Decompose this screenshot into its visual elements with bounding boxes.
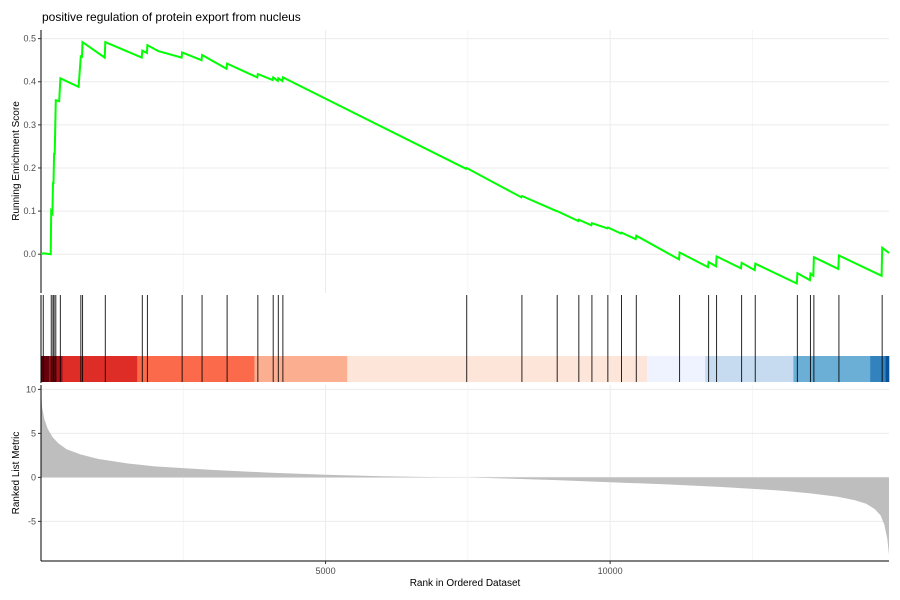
y-tick-label: 5 bbox=[31, 428, 36, 438]
ranked-metric-y-axis-title: Ranked List Metric bbox=[11, 432, 22, 515]
ranked-metric-x-ticks: 5000 10000 bbox=[316, 561, 623, 576]
heatmap-segment bbox=[254, 356, 348, 382]
heatmap-segment bbox=[137, 356, 255, 382]
y-tick-label: 0.4 bbox=[23, 77, 36, 87]
ranked-metric-panel: -5 0 5 10 5000 10000 Rank in Ordered Dataset… bbox=[11, 384, 889, 589]
heatmap-segment bbox=[870, 356, 886, 382]
running-enrichment-line bbox=[40, 40, 890, 286]
rank-heatmap-bar bbox=[41, 356, 890, 382]
y-tick-label: 0.2 bbox=[23, 163, 36, 173]
x-tick-label: 5000 bbox=[316, 566, 336, 576]
heatmap-segment bbox=[41, 356, 50, 382]
gene-hits-panel bbox=[40, 295, 890, 383]
chart-title: positive regulation of protein export fr… bbox=[42, 10, 301, 24]
x-axis-title: Rank in Ordered Dataset bbox=[410, 578, 521, 589]
ranked-metric-area bbox=[41, 389, 889, 555]
gene-hit-marks bbox=[40, 295, 883, 382]
heatmap-segment bbox=[347, 356, 648, 382]
heatmap-segment bbox=[793, 356, 871, 382]
y-tick-label: 0 bbox=[31, 472, 36, 482]
x-tick-label: 10000 bbox=[598, 566, 623, 576]
enrichment-y-ticks: 0.0 0.1 0.2 0.3 0.4 0.5 bbox=[23, 34, 41, 259]
heatmap-segment bbox=[705, 356, 794, 382]
y-tick-label: 0.1 bbox=[23, 206, 36, 216]
ranked-metric-y-ticks: -5 0 5 10 bbox=[26, 384, 41, 526]
y-tick-label: 0.3 bbox=[23, 120, 36, 130]
y-tick-label: 0.5 bbox=[23, 34, 36, 44]
enrichment-y-axis-title: Running Enrichment Score bbox=[11, 101, 22, 221]
enrichment-gridlines bbox=[41, 30, 889, 293]
heatmap-segment bbox=[647, 356, 706, 382]
heatmap-segment bbox=[62, 356, 138, 382]
enrichment-score-panel: 0.0 0.1 0.2 0.3 0.4 0.5 Running Enrichment Sc… bbox=[11, 30, 890, 293]
y-tick-label: 0.0 bbox=[23, 249, 36, 259]
heatmap-segment bbox=[885, 356, 890, 382]
y-tick-label: 10 bbox=[26, 384, 36, 394]
y-tick-label: -5 bbox=[28, 516, 36, 526]
